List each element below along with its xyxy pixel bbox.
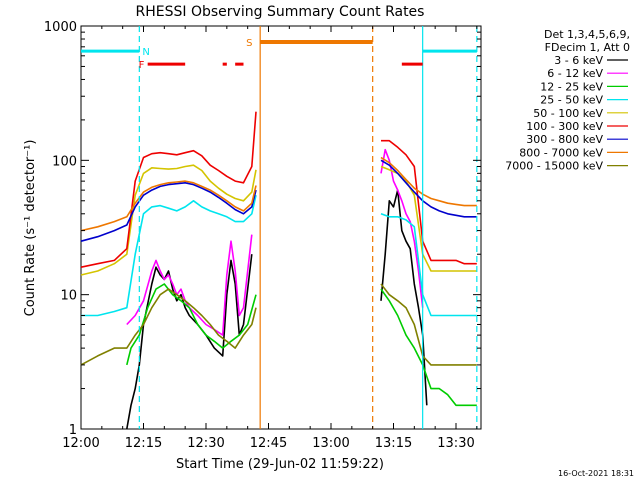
series-line-50-100-kev-seg1 <box>80 164 257 276</box>
y-tick-label: 100 <box>52 154 77 169</box>
x-axis-label: Start Time (29-Jun-02 11:59:22) <box>176 457 384 472</box>
y-tick-label: 1 <box>69 423 77 438</box>
flags-layer: NF S <box>81 38 477 71</box>
x-tick-label: 13:15 <box>375 436 412 451</box>
x-tick-label: 13:00 <box>312 436 349 451</box>
series-line-25-50-kev-seg2 <box>380 213 477 317</box>
series-line-3-6-kev-seg1 <box>126 254 253 430</box>
chart-title: RHESSI Observing Summary Count Rates <box>136 4 425 20</box>
flag-label-n: N <box>142 47 149 58</box>
x-tick-label: 12:15 <box>125 436 162 451</box>
series-line-300-800-kev-seg2 <box>380 159 477 218</box>
series-line-300-800-kev-seg1 <box>80 182 257 242</box>
series-line-25-50-kev-seg1 <box>81 195 257 317</box>
legend-label-6-12-kev: 6 - 12 keV <box>547 67 603 80</box>
legend-header-line: Det 1,3,4,5,6,9, <box>544 28 630 41</box>
timestamp: 16-Oct-2021 18:31 <box>558 469 634 478</box>
series-line-3-6-kev-seg2 <box>380 189 428 406</box>
legend-label-800-7000-kev: 800 - 7000 keV <box>519 146 603 159</box>
y-tick-label: 1000 <box>44 20 77 35</box>
plot-frame <box>80 25 482 430</box>
series-line-6-12-kev-seg2 <box>380 148 424 308</box>
y-axis-label: Count Rate (s⁻¹ detector⁻¹) <box>23 140 38 317</box>
y-tick-label: 10 <box>60 289 77 304</box>
ticks-layer: 12:00 12:15 12:30 12:45 13:00 13:15 13:30 1 10 10… <box>44 20 481 451</box>
x-tick-label: 12:45 <box>250 436 287 451</box>
series-line-100-300-kev-seg1 <box>80 111 257 268</box>
series-line-7000-15000-kev-seg2 <box>380 283 477 366</box>
legend-label-25-50-kev: 25 - 50 keV <box>540 94 603 107</box>
series-line-12-25-kev-seg2 <box>380 288 477 407</box>
legend-label-50-100-kev: 50 - 100 keV <box>533 107 603 120</box>
series-line-800-7000-kev-seg1 <box>80 180 257 232</box>
x-tick-label: 12:00 <box>62 436 99 451</box>
flag-label-f: F <box>139 60 145 71</box>
series-line-12-25-kev-seg1 <box>126 283 257 366</box>
legend-label-3-6-kev: 3 - 6 keV <box>554 54 603 67</box>
series-line-800-7000-kev-seg2 <box>380 156 477 207</box>
legend-label-100-300-kev: 100 - 300 keV <box>526 120 603 133</box>
series-line-100-300-kev-seg2 <box>381 139 477 265</box>
legend-label-12-25-kev: 12 - 25 keV <box>540 80 603 93</box>
series-line-7000-15000-kev-seg1 <box>80 288 257 366</box>
x-tick-label: 12:30 <box>187 436 224 451</box>
legend-label-300-800-kev: 300 - 800 keV <box>526 133 603 146</box>
legend-label-7000-15000-kev: 7000 - 15000 keV <box>505 160 603 173</box>
x-tick-label: 13:30 <box>437 436 474 451</box>
markers-layer <box>138 26 478 429</box>
legend: Det 1,3,4,5,6,9,FDecim 1, Att 03 - 6 keV… <box>505 28 630 173</box>
series-layer <box>80 111 477 430</box>
legend-header-line: FDecim 1, Att 0 <box>545 41 630 54</box>
flag-label-s: S <box>246 38 252 49</box>
